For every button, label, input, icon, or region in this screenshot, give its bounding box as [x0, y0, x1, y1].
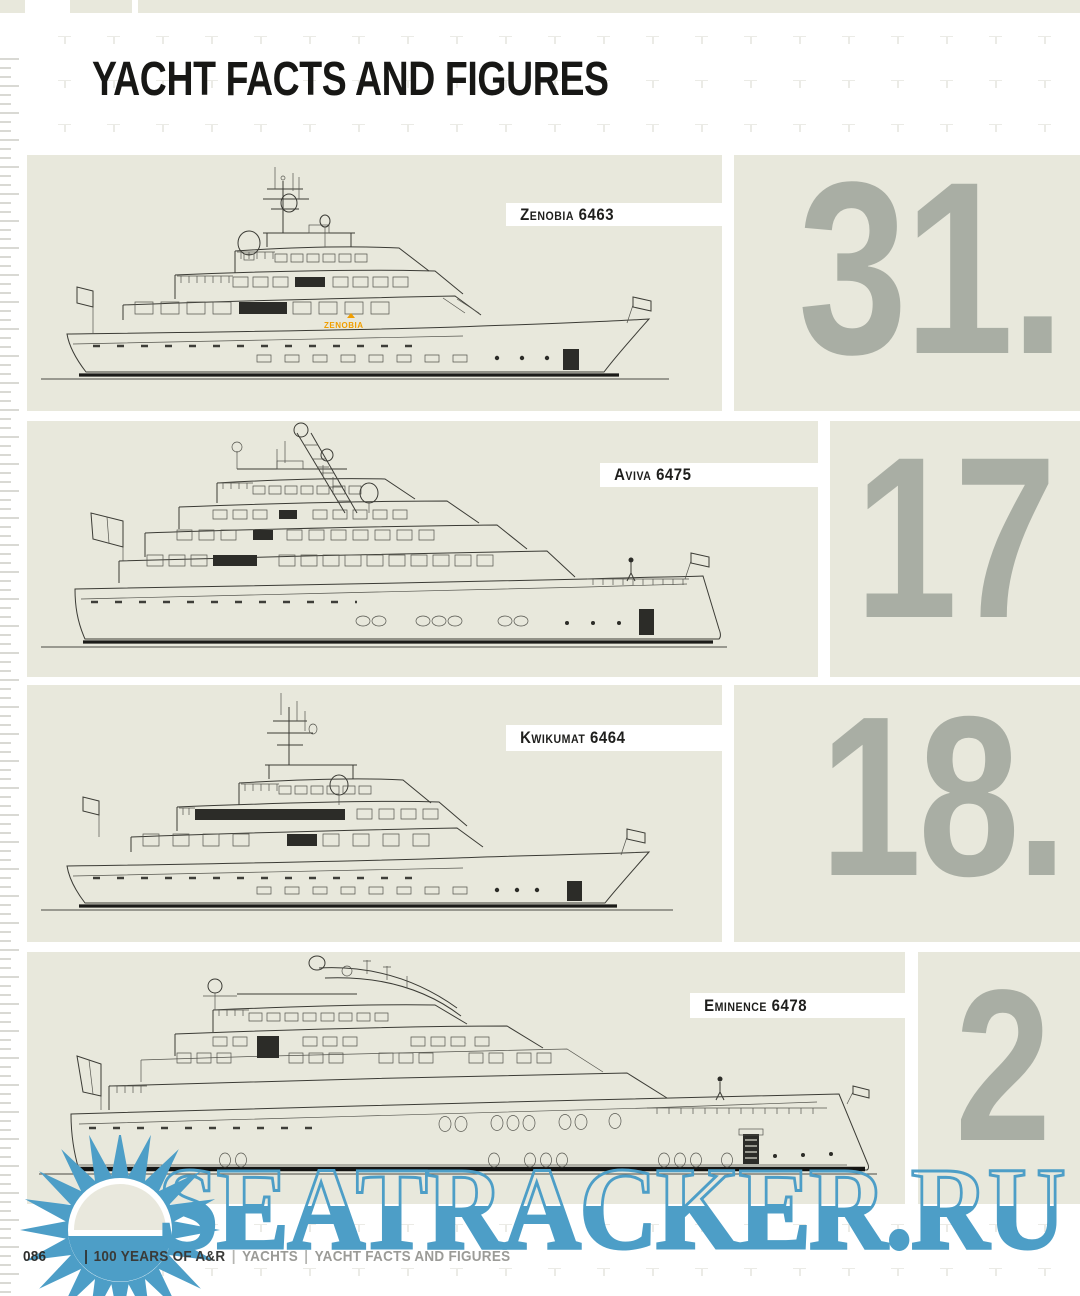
panel-aviva — [27, 421, 818, 677]
svg-text:ZENOBIA: ZENOBIA — [324, 321, 364, 330]
panel-number-box-zenobia: 31. — [734, 155, 1080, 411]
zenobia-brand-mark: ZENOBIA — [324, 313, 364, 330]
panel-number-box-aviva: 17 — [830, 421, 1080, 677]
bow-flag — [684, 552, 710, 580]
person-figure — [626, 557, 636, 582]
panel-kwikumat — [27, 685, 722, 942]
superstructure — [118, 460, 689, 585]
left-ruler-ticks-long — [0, 58, 19, 1296]
panel-number-box-kwikumat: 18. — [734, 685, 1080, 942]
panel-zenobia: ZENOBIA — [27, 155, 722, 411]
page-footer: 086 | 100 YEARS OF A&R | YACHTS | YACHT FACTS … — [23, 1248, 510, 1265]
panel-number-box-eminence: 2 — [918, 952, 1080, 1204]
stern-flag — [76, 286, 94, 333]
hull — [66, 318, 651, 377]
bow-flag — [626, 296, 652, 324]
hull — [70, 1093, 869, 1172]
bow-flag — [846, 1085, 870, 1105]
watermark-text: SEATRACKER.RU — [158, 1143, 1064, 1274]
footer-divider: | — [304, 1248, 309, 1265]
top-strip-block — [70, 0, 132, 13]
bow-flag — [620, 828, 646, 856]
yacht-label-kwikumat: Kwikumat 6464 — [506, 725, 722, 751]
footer-divider: | — [231, 1248, 236, 1265]
footer-chapter: YACHT FACTS AND FIGURES — [314, 1248, 511, 1265]
yacht-label-text: Zenobia 6463 — [520, 204, 615, 224]
yacht-label-text: Aviva 6475 — [614, 465, 692, 484]
yacht-label-aviva: Aviva 6475 — [600, 463, 818, 487]
stern-flag — [76, 1055, 102, 1110]
hull — [74, 575, 721, 644]
panel-eminence — [27, 952, 905, 1204]
sun-dome — [74, 1184, 166, 1230]
superstructure — [122, 224, 482, 320]
top-strip-block — [138, 0, 1080, 13]
page-number: 086 — [23, 1248, 47, 1265]
mast — [237, 167, 331, 261]
arch-mast — [203, 955, 462, 1017]
sun-star-logo — [20, 1135, 220, 1296]
page-title: YACHT FACTS AND FIGURES — [92, 53, 609, 106]
mast — [267, 693, 349, 805]
person-figure — [715, 1076, 725, 1101]
lattice-mast — [231, 422, 379, 514]
build-number: 2 — [955, 952, 1051, 1186]
superstructure — [130, 764, 484, 852]
top-strip-block — [0, 0, 25, 13]
yacht-drawing-aviva — [41, 422, 727, 648]
footer-divider: | — [84, 1248, 89, 1265]
yacht-drawing-kwikumat — [41, 693, 673, 911]
yacht-label-zenobia: Zenobia 6463 — [506, 203, 728, 226]
stern-flag — [82, 796, 100, 837]
build-number: 31. — [798, 155, 1065, 406]
bow-mast-column — [738, 1128, 764, 1164]
sun-sea — [68, 1236, 172, 1282]
stern-flag — [90, 512, 124, 561]
watermark-text-outline: SEATRACKER.RU — [157, 1143, 1068, 1274]
yacht-label-eminence: Eminence 6478 — [690, 993, 905, 1018]
build-number: 18. — [820, 685, 1067, 924]
yacht-label-text: Kwikumat 6464 — [520, 728, 626, 747]
footer-book-title: 100 YEARS OF A&R — [93, 1248, 226, 1265]
yacht-label-text: Eminence 6478 — [704, 995, 808, 1015]
footer-section: YACHTS — [242, 1248, 298, 1265]
yacht-drawing-eminence — [39, 955, 877, 1175]
yacht-drawing-zenobia: ZENOBIA — [41, 167, 669, 380]
build-number: 17 — [855, 421, 1056, 666]
hull — [66, 851, 651, 908]
